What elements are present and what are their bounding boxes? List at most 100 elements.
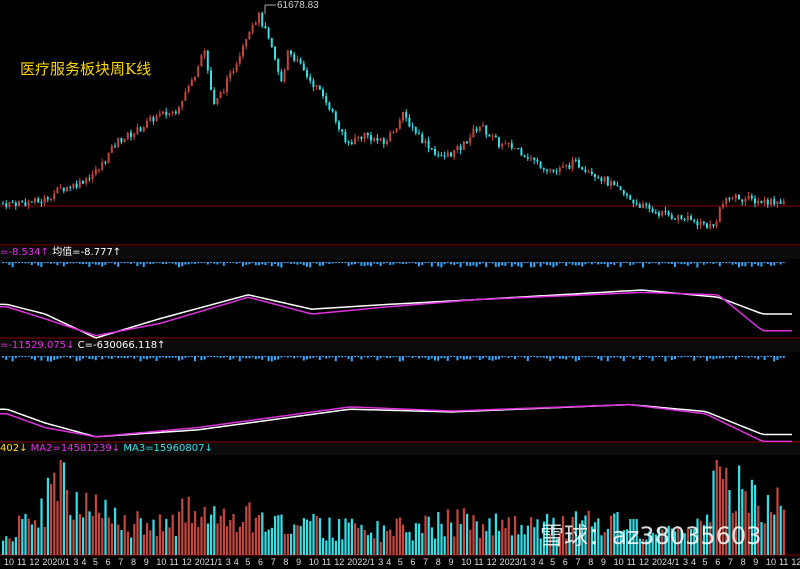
indicator1-bar [475,262,478,267]
candle-body [146,120,148,128]
volume-bar [184,522,187,555]
indicator2-bar [478,356,481,361]
indicator1-bar [152,262,155,264]
volume-bar [75,491,78,555]
indicator1-avg: 均值=-8.777↑ [52,247,122,258]
indicator2-header: =-11529.075↓ C=-630066.118↑ [0,340,800,352]
indicator1-bar [459,262,462,268]
volume-bar [606,528,609,555]
indicator1-bar [610,262,612,265]
candle-body [453,149,456,157]
volume-bar [62,462,65,555]
candle-body [514,148,516,150]
indicator2-bar [709,356,712,359]
candle-body [72,183,75,188]
volume-bar [149,530,152,555]
indicator2-bar [91,356,94,360]
indicator2-bar [338,356,340,358]
volume-bar [491,535,494,555]
candle-body [101,162,104,170]
indicator1-bar [776,262,779,263]
indicator2-bar [754,356,756,358]
candle-body [168,113,171,116]
indicator2-bar [453,356,456,357]
indicator1-bar [709,262,712,264]
volume-bar [562,516,565,555]
indicator2-bar [158,356,161,358]
indicator2-bar [21,356,24,357]
volume-bar [302,518,305,555]
volume-bar [82,517,85,555]
volume-bar [200,516,203,555]
x-tick-label: 6 [562,557,568,567]
indicator1-bar [14,262,17,263]
volume-bar [325,540,328,555]
x-tick-label: 3 [73,557,79,567]
x-tick-label: 5 [397,557,403,567]
x-tick-label: 7 [118,557,124,567]
indicator2-bar [101,356,104,360]
indicator1-bar [258,262,260,266]
indicator2-bar [686,356,689,357]
indicator2-bar [542,356,545,358]
indicator2-bar [248,356,251,359]
indicator1-bar [632,262,635,265]
indicator2-bar [382,356,385,357]
candle-body [469,137,472,144]
indicator2-bar [245,356,248,359]
indicator1-bar [30,262,33,266]
indicator1-bar [546,262,548,265]
candle-body [498,137,500,147]
candle-body [267,28,270,38]
indicator2-bar [114,356,116,357]
indicator1-bar [130,262,132,264]
indicator1-bar [146,262,148,264]
indicator2-bar [14,356,17,359]
indicator1-bar [194,262,196,264]
volume-bar [162,531,165,555]
candle-body [88,178,91,180]
volume-bar [165,518,168,555]
indicator1-bar [555,262,558,266]
volume-bar [286,533,289,555]
volume-bar [30,524,33,555]
volume-bar [174,535,177,555]
candle-body [738,194,740,200]
x-tick-label: 11 [474,557,484,567]
volume-bar [117,524,120,555]
volume-bar [53,472,56,555]
indicator2-bar [331,356,334,357]
volume-bar [334,540,337,555]
indicator2-bar [651,356,654,361]
indicator2-bar [357,356,360,358]
candle-body [46,197,49,200]
candle-body [286,50,289,71]
candle-body [229,72,232,79]
volume-bar [37,527,40,555]
indicator1-bar [718,262,721,267]
candle-body [702,221,705,224]
indicator1-bar [488,262,491,263]
indicator1-bar [5,262,8,263]
indicator2-bar [82,356,84,359]
indicator2-bar [187,356,190,358]
indicator2-bar [434,356,436,361]
indicator2-bar [174,356,177,358]
indicator1-bar [712,262,715,264]
indicator1-bar [466,262,468,266]
indicator2-bar [232,356,235,359]
candle-body [142,127,145,132]
volume-bar [661,529,664,555]
candle-body [530,157,532,159]
chart-title: 医疗服务板块周K线 [20,60,152,78]
candle-body [242,46,244,57]
candle-body [210,70,212,91]
indicator1-bar [341,262,344,263]
candle-body [408,117,411,127]
x-tick-label: 9 [753,557,759,567]
volume-bar [427,516,430,555]
indicator1-magenta-line [0,291,792,337]
indicator2-bar [251,356,254,358]
volume-bar [514,515,517,555]
candle-body [658,212,660,216]
